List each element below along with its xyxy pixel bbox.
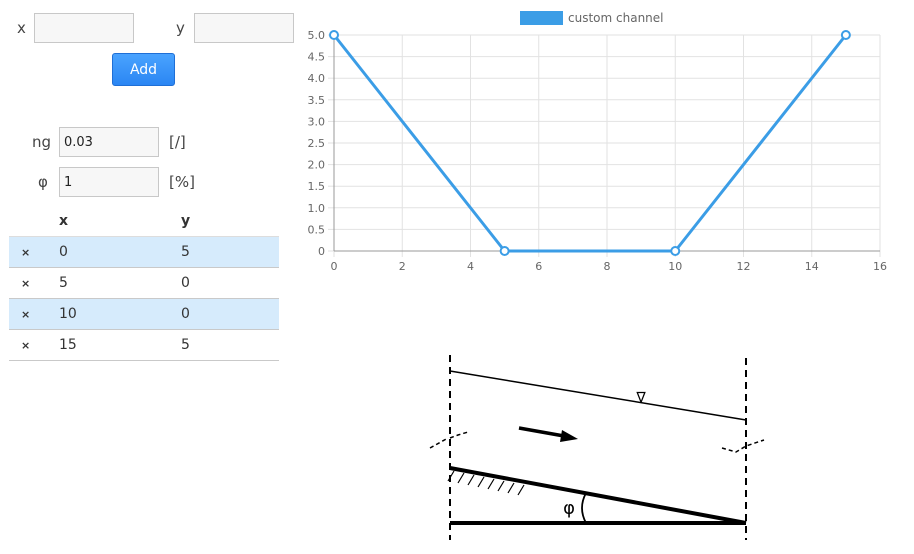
- table-header-blank: [9, 206, 53, 237]
- x-tick-label: 10: [668, 260, 682, 273]
- phi-unit: [%]: [169, 173, 195, 191]
- delete-row-icon[interactable]: ×: [21, 245, 31, 259]
- bed-hatching: [447, 470, 525, 496]
- points-table: x y × 0 5 × 5 0 × 10 0 × 15 5: [9, 206, 279, 361]
- data-point: [499, 246, 510, 256]
- table-row: × 10 0: [9, 298, 279, 330]
- table-header-row: x y: [9, 206, 279, 237]
- cell-y: 0: [181, 267, 279, 299]
- table-row: × 5 0: [9, 267, 279, 299]
- series-line: [332, 34, 848, 253]
- channel-chart: custom channel 0 0.5 1.0 1.5 2.0 2.5 3.0 3.5 4.0 4…: [308, 11, 887, 273]
- x-tick-label: 2: [399, 260, 406, 273]
- ng-input[interactable]: [59, 127, 159, 157]
- y-label: y: [176, 19, 185, 37]
- cell-y: 5: [181, 236, 279, 268]
- ng-label: ng: [32, 133, 52, 151]
- table-header-y: y: [181, 206, 279, 237]
- x-tick-label: 12: [737, 260, 751, 273]
- y-tick-label: 2.5: [308, 137, 326, 150]
- x-input[interactable]: [34, 13, 134, 43]
- water-surface-line: [449, 370, 747, 421]
- water-surface-symbol: ∇: [635, 390, 646, 406]
- x-tick-label: 6: [535, 260, 542, 273]
- y-tick-label: 2.0: [308, 159, 326, 172]
- x-tick-label: 0: [331, 260, 338, 273]
- legend-swatch: [520, 11, 563, 25]
- flow-arrow-icon: [518, 426, 578, 442]
- channel-bed-line: [449, 466, 747, 525]
- legend-label: custom channel: [568, 11, 664, 25]
- ng-unit: [/]: [169, 133, 186, 151]
- table-row: × 0 5: [9, 236, 279, 268]
- table-header-x: x: [53, 206, 181, 237]
- x-tick-label: 4: [467, 260, 474, 273]
- y-tick-label: 1.0: [308, 202, 326, 215]
- data-point: [329, 30, 339, 40]
- angle-label: φ: [563, 498, 575, 519]
- y-tick-label: 3.5: [308, 94, 326, 107]
- phi-label: φ: [38, 173, 48, 191]
- data-point: [840, 30, 851, 40]
- delete-row-icon[interactable]: ×: [21, 338, 31, 352]
- y-tick-label: 5.0: [308, 29, 326, 42]
- cell-x: 0: [53, 236, 181, 268]
- x-tick-label: 8: [604, 260, 611, 273]
- x-label: x: [17, 19, 26, 37]
- delete-row-icon[interactable]: ×: [21, 307, 31, 321]
- y-tick-label: 1.5: [308, 180, 326, 193]
- y-input[interactable]: [194, 13, 294, 43]
- break-mark-right: [721, 439, 765, 453]
- table-row: × 15 5: [9, 329, 279, 361]
- x-tick-label: 16: [873, 260, 887, 273]
- x-tick-label: 14: [805, 260, 819, 273]
- cell-y: 5: [181, 329, 279, 361]
- y-tick-label: 0.5: [308, 223, 326, 236]
- delete-row-icon[interactable]: ×: [21, 276, 31, 290]
- y-tick-label: 4.0: [308, 72, 326, 85]
- angle-arc: [581, 492, 587, 524]
- y-tick-label: 4.5: [308, 51, 326, 64]
- channel-slope-diagram: ∇ φ: [429, 355, 765, 540]
- y-tick-label: 3.0: [308, 115, 326, 128]
- cell-y: 0: [181, 298, 279, 330]
- add-button[interactable]: Add: [112, 53, 175, 86]
- cell-x: 15: [53, 329, 181, 361]
- cell-x: 10: [53, 298, 181, 330]
- break-mark-left-2: [449, 431, 469, 439]
- phi-input[interactable]: [59, 167, 159, 197]
- y-tick-label: 0: [318, 245, 325, 258]
- break-mark-left: [429, 437, 449, 449]
- data-point: [670, 246, 681, 256]
- cell-x: 5: [53, 267, 181, 299]
